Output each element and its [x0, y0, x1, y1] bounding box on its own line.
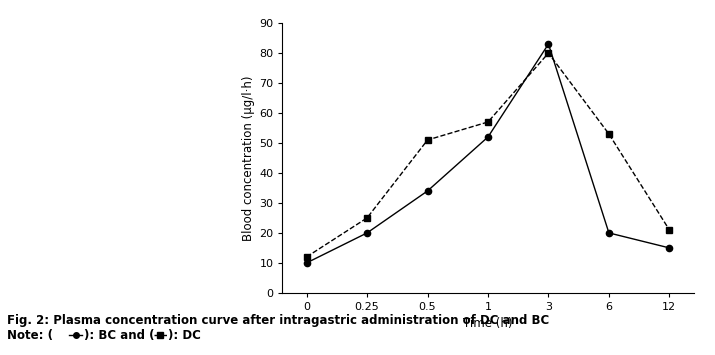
Text: Note: (: Note: ( — [7, 329, 53, 342]
X-axis label: Time (h): Time (h) — [463, 317, 513, 331]
Text: ): DC: ): DC — [168, 329, 201, 342]
Text: Fig. 2: Plasma concentration curve after intragastric administration of DC and B: Fig. 2: Plasma concentration curve after… — [7, 314, 549, 327]
Y-axis label: Blood concentration (μg/l·h): Blood concentration (μg/l·h) — [242, 75, 255, 241]
Text: ): BC and (: ): BC and ( — [84, 329, 154, 342]
